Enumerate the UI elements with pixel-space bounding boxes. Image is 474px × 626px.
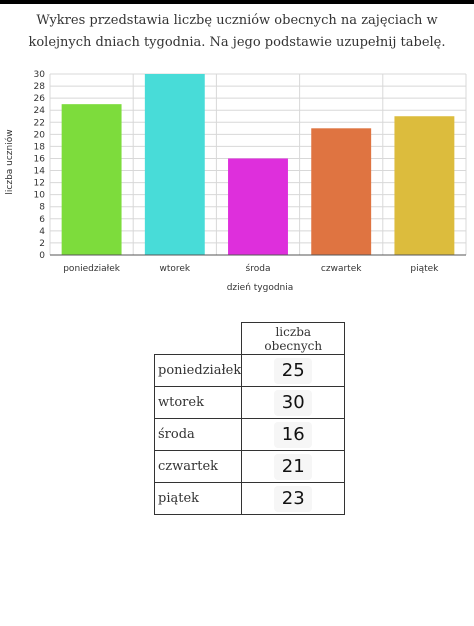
table-row: poniedziałek 25 (153, 354, 346, 387)
bar-4 (311, 128, 372, 255)
table-row: wtorek 30 (153, 386, 346, 419)
value-cell: 21 (241, 450, 346, 483)
y-tick-label: 0 (39, 251, 45, 261)
value-cell: 16 (241, 418, 346, 451)
bar-5 (394, 116, 455, 255)
bar-1 (61, 104, 122, 255)
top-bar (0, 0, 474, 4)
answer-table: liczba obecnych poniedziałek 25 wtorek 30 śr… (153, 322, 346, 515)
table-row: środa 16 (153, 418, 346, 451)
answer-value[interactable]: 23 (274, 485, 313, 512)
bar-2 (144, 74, 205, 255)
y-tick-label: 4 (39, 227, 45, 237)
y-tick-label: 30 (34, 70, 46, 80)
y-tick-label: 20 (34, 130, 46, 140)
y-tick-label: 12 (34, 179, 45, 189)
answer-value[interactable]: 25 (274, 357, 313, 384)
y-tick-label: 24 (34, 106, 46, 116)
value-cell: 23 (241, 482, 346, 515)
x-tick-label: piątek (410, 264, 439, 274)
table-header-row: liczba obecnych (154, 322, 346, 355)
y-tick-label: 10 (34, 191, 46, 201)
question-text: Wykres przedstawia liczbę uczniów obecny… (28, 13, 446, 50)
row-label: środa (153, 418, 243, 451)
table-corner (154, 322, 243, 355)
y-tick-label: 8 (39, 203, 45, 213)
row-label: wtorek (153, 386, 243, 419)
chart-bars (61, 74, 455, 255)
bar-3 (228, 158, 288, 255)
row-label: piątek (153, 482, 243, 515)
y-tick-label: 26 (34, 94, 46, 104)
table-row: piątek 23 (153, 482, 346, 515)
y-tick-label: 28 (34, 82, 46, 92)
answer-value[interactable]: 16 (274, 421, 313, 448)
column-header: liczba obecnych (241, 322, 346, 355)
row-label: poniedziałek (153, 354, 243, 387)
answer-value[interactable]: 30 (274, 389, 313, 416)
x-tick-label: środa (246, 263, 271, 274)
x-axis-label: dzień tygodnia (227, 283, 294, 293)
row-label: czwartek (153, 450, 243, 483)
y-tick-label: 16 (34, 154, 46, 164)
x-tick-label: wtorek (159, 264, 190, 274)
y-tick-label: 22 (34, 118, 45, 128)
x-tick-label: poniedziałek (63, 264, 121, 274)
y-tick-label: 18 (34, 142, 46, 152)
value-cell: 25 (241, 354, 346, 387)
y-tick-label: 14 (34, 167, 46, 177)
answer-value[interactable]: 21 (274, 453, 313, 480)
x-tick-label: czwartek (321, 264, 362, 274)
y-axis-label: liczba uczniów (4, 129, 15, 194)
y-tick-label: 6 (39, 215, 45, 225)
table-row: czwartek 21 (153, 450, 346, 483)
y-tick-label: 2 (39, 239, 45, 249)
value-cell: 30 (241, 386, 346, 419)
